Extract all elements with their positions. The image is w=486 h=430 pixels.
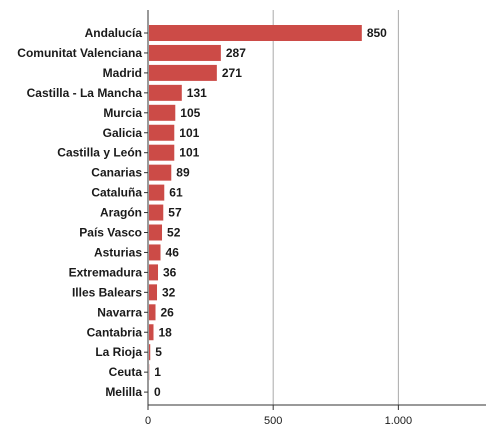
value-label: 271 — [222, 66, 242, 80]
category-label: La Rioja — [95, 345, 142, 359]
value-label: 32 — [162, 285, 176, 299]
category-label: Navarra — [97, 305, 142, 319]
x-tick-label: 1.000 — [385, 415, 413, 427]
category-label: Castilla y León — [57, 146, 142, 160]
bar — [149, 344, 151, 361]
bar — [149, 244, 161, 261]
value-label: 89 — [176, 166, 190, 180]
value-label: 57 — [168, 206, 182, 220]
bar — [149, 324, 154, 341]
category-label: Extremadura — [69, 265, 143, 279]
bar — [149, 64, 217, 81]
category-label: Andalucía — [85, 26, 143, 40]
bar — [149, 144, 175, 161]
category-label: Illes Balears — [72, 285, 142, 299]
value-label: 46 — [166, 245, 180, 259]
value-label: 36 — [163, 265, 177, 279]
bar — [149, 224, 163, 241]
category-label: Madrid — [103, 66, 142, 80]
bar — [149, 25, 362, 41]
value-label: 52 — [167, 226, 181, 240]
category-label: Ceuta — [109, 365, 143, 379]
category-label: Cataluña — [91, 186, 142, 200]
labels: 0 500 1.000 Andalucía 850 Comunitat Valencian… — [17, 26, 412, 427]
x-tick-label: 500 — [264, 415, 282, 427]
category-label: País Vasco — [79, 226, 142, 240]
value-label: 850 — [367, 26, 387, 40]
category-label: Aragón — [100, 206, 142, 220]
value-label: 101 — [179, 126, 199, 140]
category-label: Canarias — [91, 166, 142, 180]
value-label: 131 — [187, 86, 207, 100]
bar — [149, 84, 182, 101]
value-label: 105 — [180, 106, 200, 120]
bar — [149, 204, 164, 221]
value-label: 18 — [159, 325, 173, 339]
bar — [149, 184, 165, 201]
axes — [144, 10, 486, 410]
value-label: 1 — [154, 365, 161, 379]
category-label: Asturias — [94, 245, 142, 259]
category-label: Galicia — [103, 126, 143, 140]
bar — [149, 264, 159, 281]
value-label: 61 — [169, 186, 183, 200]
category-label: Castilla - La Mancha — [27, 86, 143, 100]
bar — [149, 104, 176, 121]
value-label: 101 — [179, 146, 199, 160]
bar — [149, 124, 175, 141]
category-label: Melilla — [105, 385, 142, 399]
category-label: Cantabria — [87, 325, 143, 339]
x-tick-label: 0 — [145, 415, 151, 427]
bar — [149, 284, 158, 301]
category-label: Murcia — [103, 106, 142, 120]
value-label: 5 — [155, 345, 162, 359]
bar — [149, 44, 221, 61]
bars — [149, 25, 362, 381]
category-label: Comunitat Valenciana — [17, 46, 142, 60]
grid-lines — [272, 10, 399, 405]
value-label: 0 — [154, 385, 161, 399]
value-label: 26 — [161, 305, 175, 319]
bar — [149, 164, 172, 181]
value-label: 287 — [226, 46, 246, 60]
bar — [149, 304, 156, 321]
